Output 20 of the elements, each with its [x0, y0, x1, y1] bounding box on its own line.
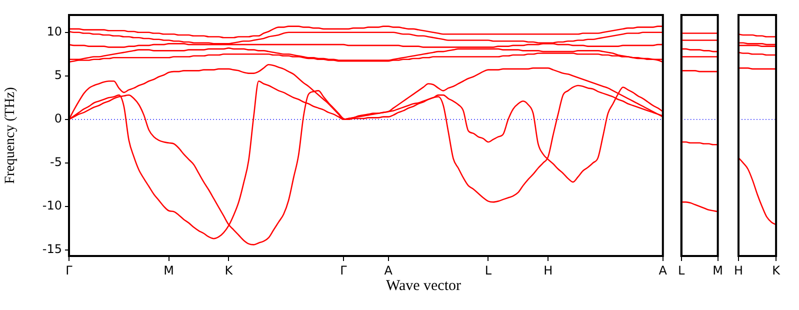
y-tick-label: 10 — [46, 24, 62, 39]
x-tick-label: L — [484, 263, 492, 278]
y-tick-label: -10 — [42, 198, 62, 213]
x-tick-label: K — [224, 263, 234, 278]
y-tick-label: -15 — [42, 242, 62, 256]
x-tick-label: H — [734, 263, 744, 278]
y-tick-label: -5 — [50, 155, 62, 170]
y-tick-label: 5 — [54, 68, 62, 82]
x-tick-label: A — [658, 263, 668, 278]
x-tick-label: Γ — [340, 263, 348, 278]
x-tick-label: K — [772, 263, 782, 278]
x-tick-label: H — [544, 263, 553, 278]
x-tick-label: M — [712, 263, 724, 278]
x-axis-title: Wave vector — [385, 278, 462, 295]
y-tick-label: 0 — [54, 112, 62, 126]
x-tick-label: L — [678, 263, 685, 278]
x-tick-label: M — [164, 263, 174, 278]
y-axis-title: Frequency (THz) — [3, 86, 18, 184]
x-tick-label: Γ — [66, 263, 73, 278]
x-tick-label: A — [384, 263, 394, 278]
